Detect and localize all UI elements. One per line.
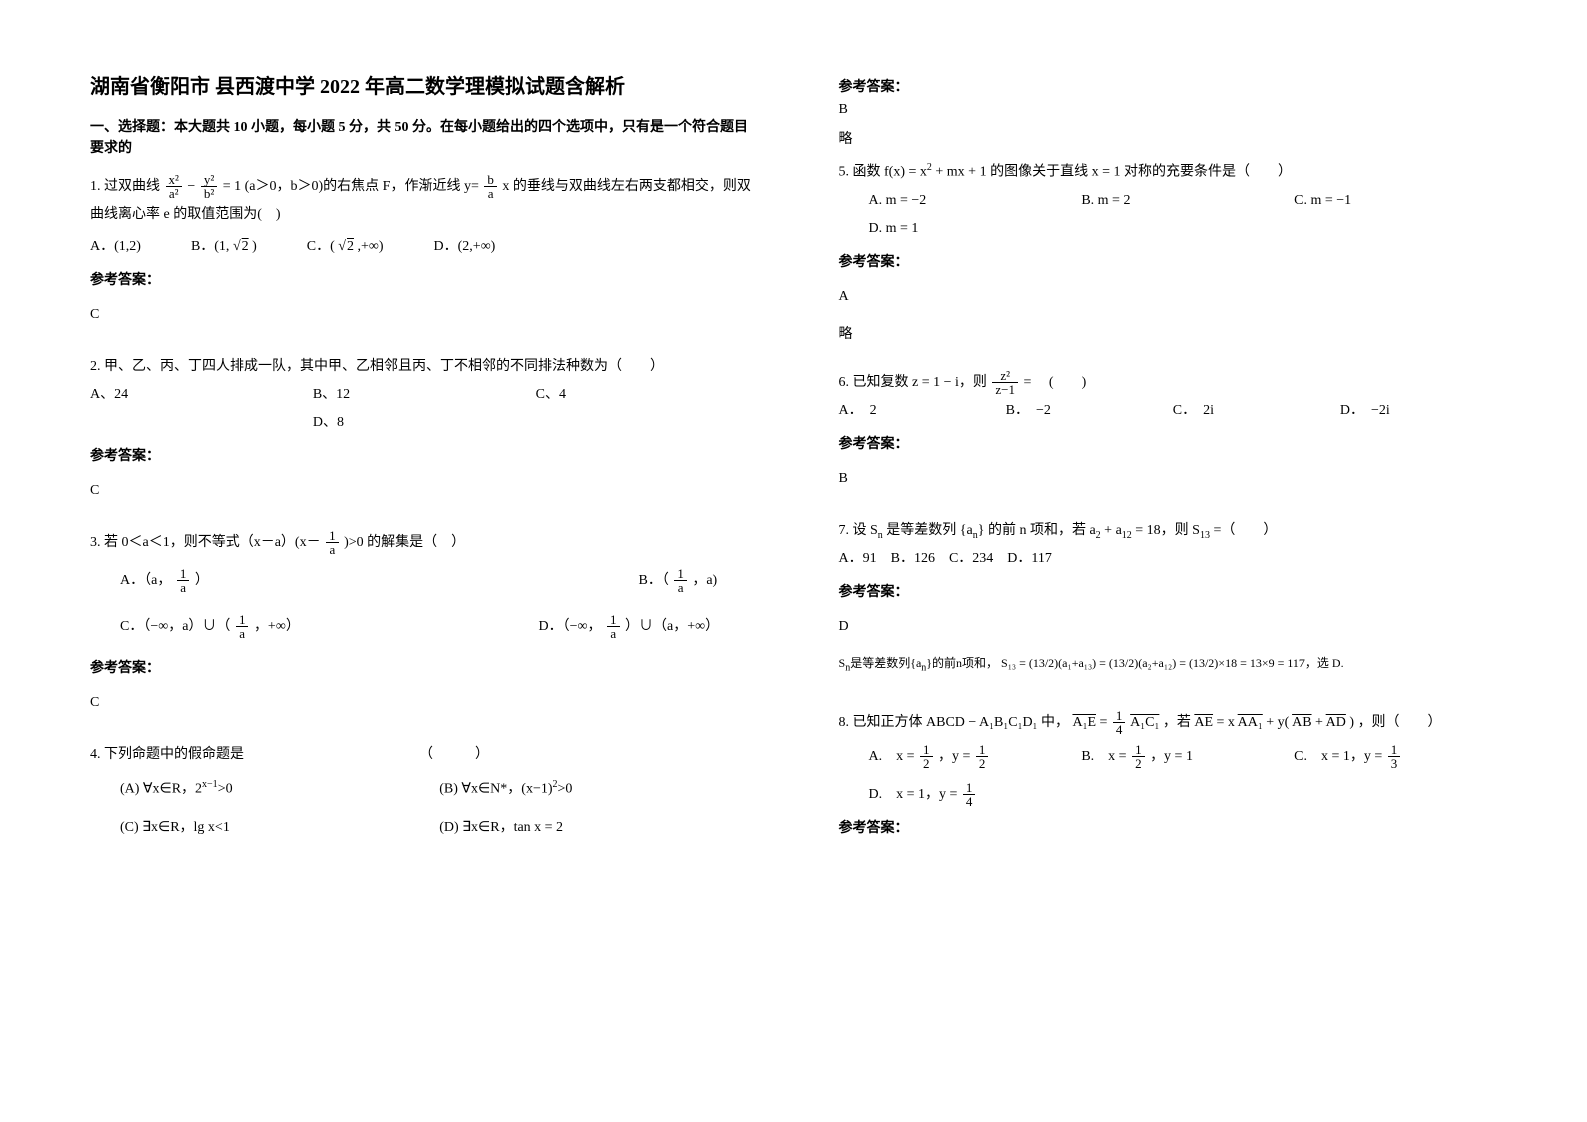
q2-optA: A、24	[90, 381, 313, 409]
q3-optD: D．（−∞， 1a ）∪（a，+∞）	[539, 613, 759, 641]
q1-ans-label: 参考答案：	[90, 267, 759, 295]
q8-optB: B. x = 12 ，y = 1	[1081, 743, 1294, 771]
q2-optD: D、8	[313, 409, 536, 437]
question-6: 6. 已知复数 z = 1 − i，则 z²z−1 = ( ) A． 2 B． …	[839, 369, 1508, 507]
q8-optD: D. x = 1，y = 14	[869, 781, 1508, 809]
q1-optA: A．(1,2)	[90, 233, 141, 261]
q6-optA: A． 2	[839, 397, 1006, 425]
question-4: 4. 下列命题中的假命题是 （ ） (A) ∀x∈R，2x−1>0 (B) ∀x…	[90, 741, 759, 842]
q1-prefix: 1. 过双曲线	[90, 179, 160, 194]
q5-omit: 略	[839, 321, 1508, 349]
question-5: 5. 函数 f(x) = x2 + mx + 1 的图像关于直线 x = 1 对…	[839, 158, 1508, 359]
question-2: 2. 甲、乙、丙、丁四人排成一队，其中甲、乙相邻且丙、丁不相邻的不同排法种数为（…	[90, 353, 759, 519]
q5-answer: A	[839, 283, 1508, 311]
question-8: 8. 已知正方体 ABCD − A₁B₁C₁D₁ 中， A₁E = 14 A₁C…	[839, 709, 1508, 849]
q1-optC: C．( √2 ,+∞)	[307, 233, 384, 261]
q5-ans-label: 参考答案：	[839, 249, 1508, 277]
q6-answer: B	[839, 465, 1508, 493]
vec-aa1: AA₁	[1238, 715, 1263, 730]
q4-optD: (D) ∃x∈R，tan x = 2	[439, 814, 758, 842]
q2-text: 2. 甲、乙、丙、丁四人排成一队，其中甲、乙相邻且丙、丁不相邻的不同排法种数为（…	[90, 353, 759, 381]
q6-optD: D． −2i	[1340, 397, 1507, 425]
q8-optC: C. x = 1，y = 13	[1294, 743, 1507, 771]
q1-options: A．(1,2) B．(1, √2 ) C．( √2 ,+∞) D．(2,+∞)	[90, 233, 759, 261]
q5-text: 5. 函数 f(x) = x2 + mx + 1 的图像关于直线 x = 1 对…	[839, 158, 1508, 187]
q6-frac: z²z−1	[992, 369, 1018, 396]
question-1: 1. 过双曲线 x²a² − y²b² = 1 (a＞0，b＞0)的右焦点 F，…	[90, 173, 759, 343]
q1-answer: C	[90, 301, 759, 329]
q1-eq-frac1: x²a²	[166, 173, 182, 200]
q8-ans-label: 参考答案：	[839, 815, 1508, 843]
q8-text: 8. 已知正方体 ABCD − A₁B₁C₁D₁ 中， A₁E = 14 A₁C…	[839, 709, 1508, 737]
q4-optB: (B) ∀x∈N*，(x−1)2>0	[439, 775, 758, 804]
q6-text: 6. 已知复数 z = 1 − i，则 z²z−1 = ( )	[839, 369, 1508, 397]
section-1-heading: 一、选择题：本大题共 10 小题，每小题 5 分，共 50 分。在每小题给出的四…	[90, 117, 759, 159]
q1-optD: D．(2,+∞)	[434, 233, 496, 261]
q5-optA: A. m = −2	[869, 187, 1082, 215]
vec-ae: AE	[1194, 715, 1213, 730]
q5-optB: B. m = 2	[1081, 187, 1294, 215]
vec-a1e: A₁E	[1072, 715, 1096, 730]
q4-text: 4. 下列命题中的假命题是 （ ）	[90, 741, 759, 769]
q3-optB: B．（ 1a ，a)	[639, 567, 759, 595]
right-column: 参考答案： B 略 5. 函数 f(x) = x2 + mx + 1 的图像关于…	[799, 70, 1508, 1072]
q4-omit: 略	[839, 128, 1508, 148]
left-column: 湖南省衡阳市 县西渡中学 2022 年高二数学理模拟试题含解析 一、选择题：本大…	[90, 70, 799, 1072]
q2-answer: C	[90, 477, 759, 505]
q3-answer: C	[90, 689, 759, 717]
q2-optB: B、12	[313, 381, 536, 409]
q2-options2: D、8	[90, 409, 759, 437]
q2-optC: C、4	[536, 381, 759, 409]
q7-explain: Sn是等差数列{an}的前n项和， S₁₃ = (13/2)(a₁+a₁₃) =…	[839, 651, 1508, 678]
q7-options: A．91 B．126 C．234 D．117	[839, 545, 1508, 573]
q5-optD: D. m = 1	[869, 215, 1508, 243]
q4-row2: (C) ∃x∈R，lg x<1 (D) ∃x∈R，tan x = 2	[90, 814, 759, 842]
q5-optC: C. m = −1	[1294, 187, 1507, 215]
q3-ans-label: 参考答案：	[90, 655, 759, 683]
q4-optC: (C) ∃x∈R，lg x<1	[120, 814, 439, 842]
q7-ans-label: 参考答案：	[839, 579, 1508, 607]
q5-row1: A. m = −2 B. m = 2 C. m = −1	[869, 187, 1508, 215]
q3-row1: A．（a， 1a ） B．（ 1a ，a)	[90, 567, 759, 595]
q6-optB: B． −2	[1006, 397, 1173, 425]
q1-slope: ba	[484, 173, 497, 200]
q1-eq-frac2: y²b²	[201, 173, 217, 200]
vec-ad: AD	[1326, 715, 1346, 730]
q4-answer: B	[839, 102, 1508, 118]
q3-optC: C．（−∞，a）∪（ 1a ，+∞）	[120, 613, 539, 641]
vec-a1c1: A₁C₁	[1130, 715, 1159, 730]
vec-ab: AB	[1292, 715, 1311, 730]
q6-ans-label: 参考答案：	[839, 431, 1508, 459]
question-3: 3. 若 0＜a＜1，则不等式（x－a）(x－ 1a )>0 的解集是（ ） A…	[90, 529, 759, 731]
q7-answer: D	[839, 613, 1508, 641]
question-7: 7. 设 Sn 是等差数列 {an} 的前 n 项和，若 a2 + a12 = …	[839, 517, 1508, 679]
q4-row1: (A) ∀x∈R，2x−1>0 (B) ∀x∈N*，(x−1)2>0	[90, 775, 759, 804]
q1-optB: B．(1, √2 )	[191, 233, 257, 261]
q7-text: 7. 设 Sn 是等差数列 {an} 的前 n 项和，若 a2 + a12 = …	[839, 517, 1508, 546]
q4-optA: (A) ∀x∈R，2x−1>0	[120, 775, 439, 804]
q3-row2: C．（−∞，a）∪（ 1a ，+∞） D．（−∞， 1a ）∪（a，+∞）	[90, 613, 759, 641]
q2-ans-label: 参考答案：	[90, 443, 759, 471]
q1-mid: (a＞0，b＞0)的右焦点 F，作渐近线 y=	[245, 179, 483, 194]
q3-optA: A．（a， 1a ）	[120, 567, 639, 595]
page-title: 湖南省衡阳市 县西渡中学 2022 年高二数学理模拟试题含解析	[90, 70, 759, 99]
q6-options: A． 2 B． −2 C． 2i D． −2i	[839, 397, 1508, 425]
q6-optC: C． 2i	[1173, 397, 1340, 425]
q1-text: 1. 过双曲线 x²a² − y²b² = 1 (a＞0，b＞0)的右焦点 F，…	[90, 173, 759, 229]
q8-optA: A. x = 12 ，y = 12	[869, 743, 1082, 771]
q4-ans-label: 参考答案：	[839, 76, 1508, 96]
q3-frac: 1a	[326, 529, 339, 556]
q8-row1: A. x = 12 ，y = 12 B. x = 12 ，y = 1 C. x …	[869, 743, 1508, 771]
q3-text: 3. 若 0＜a＜1，则不等式（x－a）(x－ 1a )>0 的解集是（ ）	[90, 529, 759, 557]
q2-options: A、24 B、12 C、4	[90, 381, 759, 409]
